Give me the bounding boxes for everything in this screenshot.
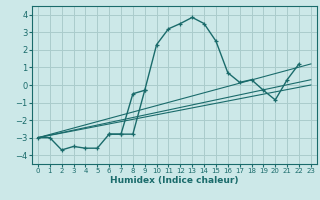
X-axis label: Humidex (Indice chaleur): Humidex (Indice chaleur) (110, 176, 239, 185)
